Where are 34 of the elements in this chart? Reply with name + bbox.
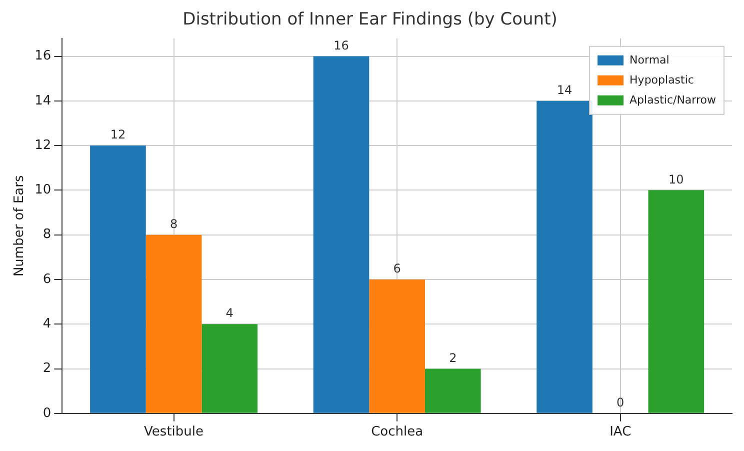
data-label: 10 bbox=[668, 172, 684, 186]
chart-title: Distribution of Inner Ear Findings (by Count) bbox=[182, 10, 558, 30]
x-tick-label: IAC bbox=[610, 424, 632, 440]
data-label: 0 bbox=[616, 396, 624, 410]
bar bbox=[202, 324, 258, 413]
y-tick-label: 10 bbox=[34, 182, 52, 198]
data-label: 12 bbox=[110, 128, 126, 142]
data-label: 14 bbox=[556, 83, 572, 98]
bar bbox=[313, 56, 370, 413]
y-tick-label: 8 bbox=[42, 227, 52, 242]
y-tick-label: 4 bbox=[42, 316, 52, 332]
legend-label: Aplastic/Narrow bbox=[630, 93, 716, 106]
x-tick-label: Cochlea bbox=[371, 424, 424, 440]
bar bbox=[369, 279, 425, 413]
y-tick-label: 16 bbox=[34, 48, 52, 64]
data-label: 2 bbox=[449, 350, 457, 365]
y-tick-label: 0 bbox=[42, 406, 52, 421]
y-tick-label: 2 bbox=[42, 361, 52, 376]
bar bbox=[146, 234, 202, 413]
legend-label: Hypoplastic bbox=[630, 73, 694, 86]
bar bbox=[424, 368, 481, 413]
bar bbox=[648, 190, 704, 413]
data-label: 8 bbox=[170, 216, 178, 231]
y-tick-label: 14 bbox=[34, 93, 52, 108]
data-label: 16 bbox=[334, 38, 349, 52]
x-tick-label: Vestibule bbox=[144, 424, 204, 440]
y-axis-title: Number of Ears bbox=[12, 175, 28, 277]
y-tick-label: 12 bbox=[34, 138, 52, 153]
legend-label: Normal bbox=[630, 53, 670, 66]
data-label: 4 bbox=[226, 306, 234, 320]
data-label: 6 bbox=[393, 262, 401, 276]
bar bbox=[536, 100, 592, 413]
y-tick-label: 6 bbox=[42, 272, 52, 287]
bar bbox=[90, 146, 146, 413]
